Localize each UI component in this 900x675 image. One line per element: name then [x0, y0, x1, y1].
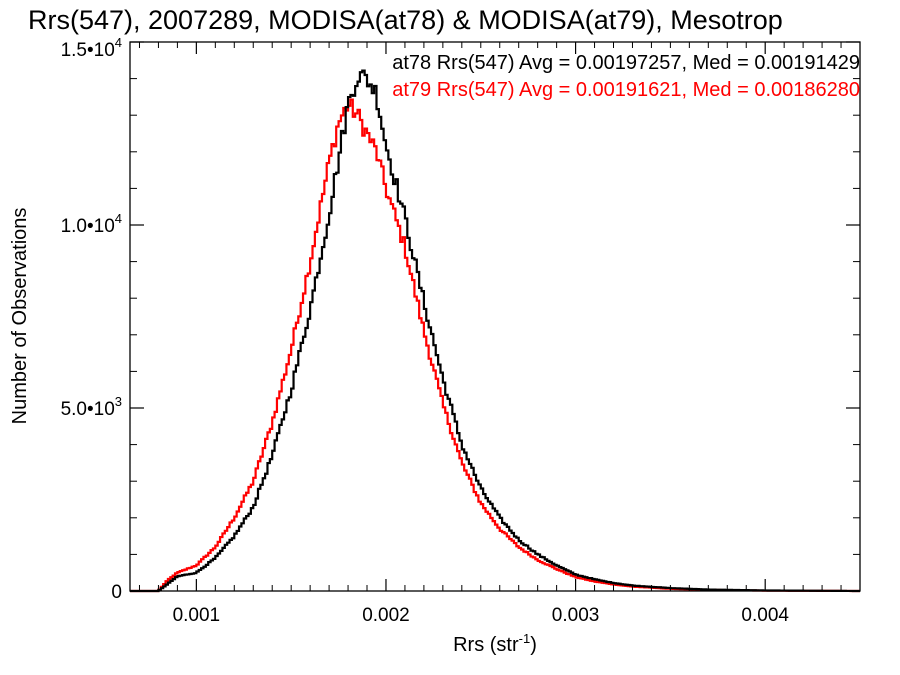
x-axis-label: Rrs (str-1) [453, 631, 537, 656]
x-tick-label: 0.001 [173, 605, 221, 626]
ticks-layer: 0.001 0.002 0.003 0.004 0 5.0•103 1.0•104 1.5•1… [61, 35, 861, 626]
y-tick-label: 1.5•104 [61, 35, 122, 61]
annotation-at78: at78 Rrs(547) Avg = 0.00197257, Med = 0.… [392, 52, 860, 74]
y-tick-label: 5.0•103 [61, 394, 122, 420]
plot-frame [129, 41, 861, 592]
y-tick-label: 0 [111, 582, 122, 603]
x-tick-label: 0.003 [552, 605, 600, 626]
x-tick-label: 0.002 [362, 605, 410, 626]
annotation-at79: at79 Rrs(547) Avg = 0.00191621, Med = 0.… [392, 79, 860, 101]
series-line-at79 [130, 98, 860, 593]
series-layer [130, 69, 860, 593]
x-tick-label: 0.004 [741, 605, 789, 626]
y-axis-label: Number of Observations [9, 208, 31, 425]
chart-title: Rrs(547), 2007289, MODISA(at78) & MODISA… [28, 5, 783, 35]
series-line-at78 [130, 69, 860, 593]
y-tick-label: 1.0•104 [61, 211, 122, 237]
